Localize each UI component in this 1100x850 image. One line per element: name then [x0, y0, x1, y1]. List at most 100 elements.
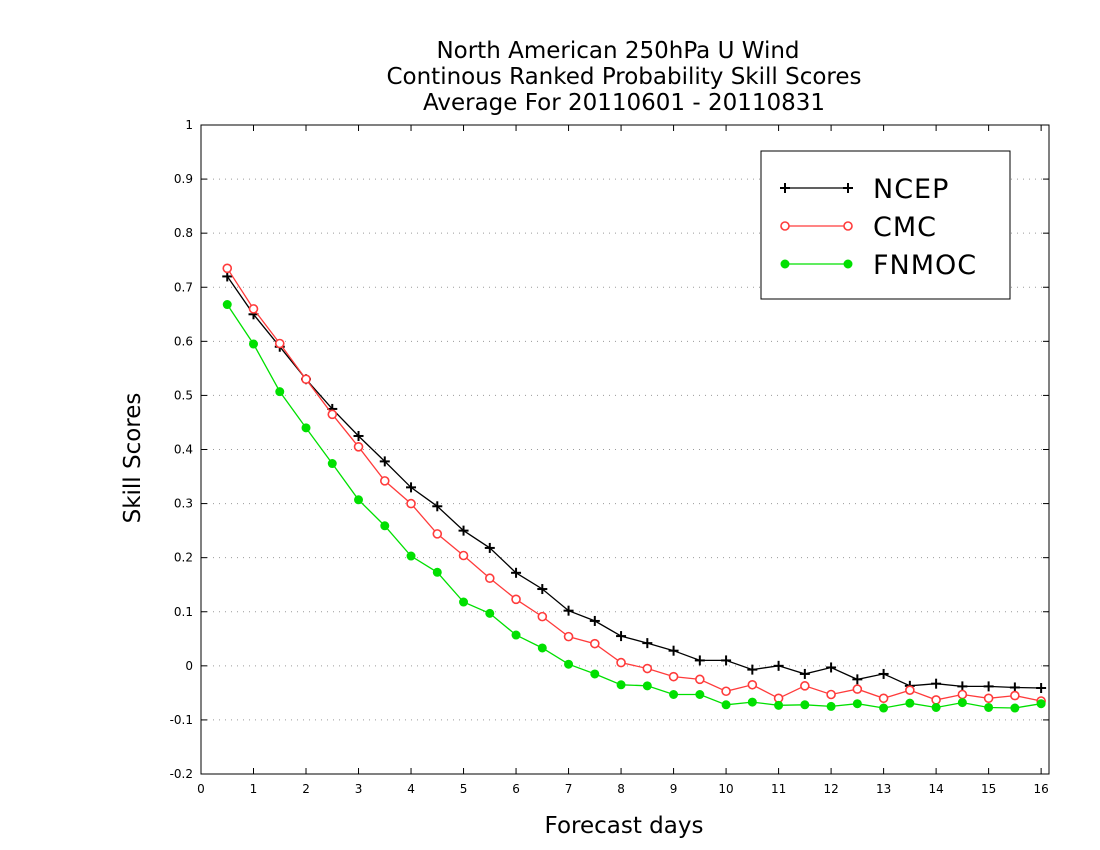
data-point-cmc — [905, 685, 915, 695]
y-tick-label: 0.7 — [174, 280, 193, 294]
y-tick-label: 0.1 — [174, 605, 193, 619]
data-point-cmc — [406, 498, 416, 509]
data-point-fnmoc — [984, 702, 994, 712]
data-point-fnmoc — [301, 423, 311, 433]
data-point-fnmoc — [380, 521, 390, 531]
data-point-fnmoc — [1036, 699, 1046, 709]
data-point-ncep — [878, 668, 889, 679]
data-point-fnmoc — [905, 698, 915, 708]
y-tick-label: -0.2 — [170, 767, 193, 781]
data-point-fnmoc — [590, 669, 600, 679]
series-line-fnmoc — [226, 304, 1042, 709]
legend-marker-start — [780, 221, 790, 231]
data-point-cmc — [484, 573, 495, 584]
y-tick-label: 1 — [185, 118, 193, 132]
plot-series — [222, 263, 1047, 713]
x-tick-label: 7 — [565, 782, 573, 796]
data-point-ncep — [721, 655, 732, 666]
data-point-cmc — [642, 663, 653, 674]
data-point-ncep — [537, 584, 548, 595]
data-point-cmc — [222, 263, 233, 274]
data-point-cmc — [668, 671, 679, 682]
legend-label-cmc: CMC — [873, 212, 937, 243]
series-line-ncep — [226, 276, 1042, 689]
x-axis-ticks: 0 1 2 3 4 5 6 7 8 9 10 11 12 13 14 15 16 — [197, 125, 1049, 796]
data-point-fnmoc — [931, 702, 941, 712]
data-point-ncep — [826, 662, 837, 673]
data-point-ncep — [511, 567, 522, 578]
data-point-fnmoc — [852, 699, 862, 709]
data-point-fnmoc — [354, 495, 364, 505]
data-point-ncep — [379, 456, 390, 467]
x-tick-label: 9 — [670, 782, 678, 796]
data-point-fnmoc — [669, 689, 679, 699]
legend-marker-start — [780, 259, 790, 269]
x-tick-label: 5 — [460, 782, 468, 796]
data-point-fnmoc — [642, 681, 652, 691]
data-point-cmc — [695, 674, 705, 685]
data-point-fnmoc — [222, 300, 232, 310]
legend-box — [760, 150, 1011, 300]
data-point-ncep — [931, 678, 942, 689]
data-point-fnmoc — [327, 459, 337, 469]
data-point-fnmoc — [459, 597, 469, 607]
data-point-cmc — [1010, 690, 1020, 701]
data-point-fnmoc — [826, 701, 836, 711]
x-tick-label: 0 — [197, 782, 205, 796]
y-tick-label: 0.6 — [174, 334, 193, 348]
data-point-cmc — [747, 679, 758, 690]
y-tick-label: 0.5 — [174, 388, 193, 402]
data-point-ncep — [406, 482, 417, 493]
x-tick-label: 1 — [250, 782, 258, 796]
y-tick-label: -0.1 — [170, 713, 193, 727]
data-point-cmc — [379, 476, 390, 486]
data-point-fnmoc — [747, 697, 757, 707]
data-point-fnmoc — [537, 643, 547, 653]
data-point-cmc — [852, 684, 863, 694]
x-tick-label: 12 — [823, 782, 838, 796]
y-tick-label: 0 — [185, 659, 193, 673]
data-point-cmc — [878, 693, 889, 704]
data-point-cmc — [983, 693, 994, 704]
x-tick-label: 16 — [1033, 782, 1048, 796]
chart-title-line-1: North American 250hPa U Wind — [436, 38, 799, 64]
data-point-cmc — [616, 657, 626, 668]
data-point-fnmoc — [616, 680, 626, 690]
y-tick-label: 0.9 — [174, 172, 193, 186]
y-tick-label: 0.8 — [174, 226, 193, 240]
legend-marker-start — [780, 183, 790, 193]
data-point-ncep — [983, 681, 994, 692]
data-point-ncep — [353, 430, 364, 441]
data-point-cmc — [274, 338, 285, 349]
y-tick-label: 0.4 — [174, 443, 193, 457]
data-point-cmc — [826, 689, 836, 700]
chart-title-line-2: Continous Ranked Probability Skill Score… — [386, 64, 861, 90]
data-point-ncep — [458, 525, 469, 536]
series-ncep — [222, 271, 1047, 694]
data-point-ncep — [1036, 683, 1047, 694]
series-fnmoc — [222, 300, 1046, 713]
data-point-fnmoc — [695, 689, 705, 699]
x-tick-label: 15 — [981, 782, 996, 796]
data-point-ncep — [747, 664, 758, 675]
data-point-cmc — [432, 529, 443, 539]
data-point-cmc — [563, 631, 574, 642]
data-point-ncep — [484, 542, 495, 553]
x-tick-label: 14 — [928, 782, 943, 796]
data-point-fnmoc — [275, 387, 285, 397]
legend-item-ncep: NCEP — [780, 174, 948, 205]
data-point-cmc — [931, 695, 941, 705]
data-point-cmc — [248, 304, 259, 314]
data-point-fnmoc — [800, 700, 810, 710]
legend-items: NCEP CMC FNMOC — [780, 174, 976, 281]
legend-item-fnmoc: FNMOC — [780, 250, 976, 281]
x-tick-label: 3 — [355, 782, 363, 796]
data-point-fnmoc — [957, 698, 967, 708]
data-point-cmc — [537, 611, 548, 622]
data-point-ncep — [852, 674, 863, 685]
data-point-cmc — [301, 374, 311, 384]
x-tick-label: 6 — [512, 782, 520, 796]
data-point-ncep — [616, 631, 627, 642]
data-point-fnmoc — [485, 608, 495, 618]
